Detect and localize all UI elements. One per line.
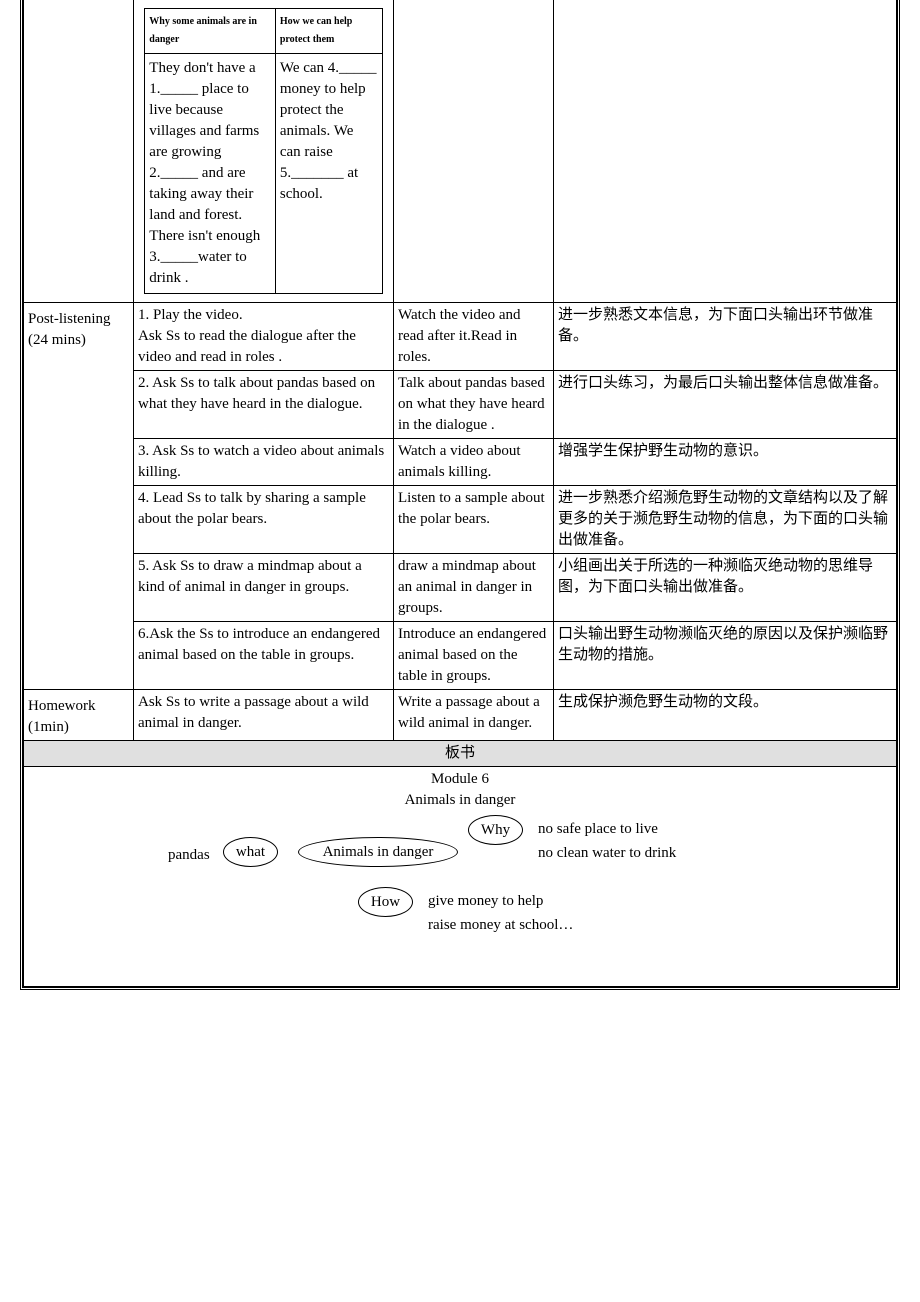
fill-in-table: Why some animals are in danger How we ca… bbox=[144, 8, 382, 294]
aim-cell: 进一步熟悉文本信息，为下面口头输出环节做准备。 bbox=[554, 303, 897, 371]
table-row: Post-listening (24 mins) 1. Play the vid… bbox=[24, 303, 897, 371]
aim-cell: 小组画出关于所选的一种濒临灭绝动物的思维导图，为下面口头输出做准备。 bbox=[554, 554, 897, 622]
label-why1: no safe place to live bbox=[538, 819, 658, 840]
stage-cell bbox=[24, 486, 134, 554]
stage-cell bbox=[24, 439, 134, 486]
aim-cell: 进一步熟悉介绍濒危野生动物的文章结构以及了解更多的关于濒危野生动物的信息，为下面… bbox=[554, 486, 897, 554]
stage-cell bbox=[24, 554, 134, 622]
inner-header-right: How we can help protect them bbox=[275, 9, 382, 54]
page-frame: Why some animals are in danger How we ca… bbox=[20, 0, 900, 990]
label-why2: no clean water to drink bbox=[538, 843, 676, 864]
banshu-title2: Animals in danger bbox=[28, 790, 892, 811]
inner-left-text: They don't have a 1._____ place to live … bbox=[145, 54, 276, 294]
table-row: 2. Ask Ss to talk about pandas based on … bbox=[24, 371, 897, 439]
table-row: Why some animals are in danger How we ca… bbox=[24, 0, 897, 303]
aim-cell bbox=[554, 0, 897, 303]
aim-cell: 增强学生保护野生动物的意识。 bbox=[554, 439, 897, 486]
aim-cell: 进行口头练习，为最后口头输出整体信息做准备。 bbox=[554, 371, 897, 439]
lesson-plan-table: Why some animals are in danger How we ca… bbox=[23, 0, 897, 987]
student-cell: Write a passage about a wild animal in d… bbox=[394, 690, 554, 741]
activity-cell: Why some animals are in danger How we ca… bbox=[134, 0, 394, 303]
activity-cell: 1. Play the video. Ask Ss to read the di… bbox=[134, 303, 394, 371]
label-how2: raise money at school… bbox=[428, 915, 573, 936]
aim-cell: 口头输出野生动物濒临灭绝的原因以及保护濒临野生动物的措施。 bbox=[554, 622, 897, 690]
banshu-header: 板书 bbox=[24, 741, 897, 767]
label-how1: give money to help bbox=[428, 891, 543, 912]
student-cell: Watch a video about animals killing. bbox=[394, 439, 554, 486]
student-cell: Introduce an endangered animal based on … bbox=[394, 622, 554, 690]
activity-cell: 3. Ask Ss to watch a video about animals… bbox=[134, 439, 394, 486]
stage-cell bbox=[24, 622, 134, 690]
node-how: How bbox=[358, 887, 413, 917]
stage-cell: Post-listening (24 mins) bbox=[24, 303, 134, 371]
activity-cell: 5. Ask Ss to draw a mindmap about a kind… bbox=[134, 554, 394, 622]
node-what: what bbox=[223, 837, 278, 867]
inner-header-left: Why some animals are in danger bbox=[145, 9, 276, 54]
activity-cell: 4. Lead Ss to talk by sharing a sample a… bbox=[134, 486, 394, 554]
aim-cell: 生成保护濒危野生动物的文段。 bbox=[554, 690, 897, 741]
activity-cell: 2. Ask Ss to talk about pandas based on … bbox=[134, 371, 394, 439]
inner-right-text: We can 4._____ money to help protect the… bbox=[275, 54, 382, 294]
activity-cell: Ask Ss to write a passage about a wild a… bbox=[134, 690, 394, 741]
stage-cell bbox=[24, 371, 134, 439]
banshu-content: Module 6 Animals in danger pandas what A… bbox=[24, 767, 897, 987]
table-row: 6.Ask the Ss to introduce an endangered … bbox=[24, 622, 897, 690]
student-cell: draw a mindmap about an animal in danger… bbox=[394, 554, 554, 622]
node-center: Animals in danger bbox=[298, 837, 458, 867]
banshu-title1: Module 6 bbox=[28, 769, 892, 790]
student-cell: Talk about pandas based on what they hav… bbox=[394, 371, 554, 439]
student-cell: Watch the video and read after it.Read i… bbox=[394, 303, 554, 371]
mindmap: pandas what Animals in danger Why no saf… bbox=[28, 815, 892, 955]
label-pandas: pandas bbox=[168, 845, 210, 866]
banshu-header-row: 板书 bbox=[24, 741, 897, 767]
stage-cell: Homework (1min) bbox=[24, 690, 134, 741]
student-cell: Listen to a sample about the polar bears… bbox=[394, 486, 554, 554]
table-row: 5. Ask Ss to draw a mindmap about a kind… bbox=[24, 554, 897, 622]
banshu-row: Module 6 Animals in danger pandas what A… bbox=[24, 767, 897, 987]
table-row: 4. Lead Ss to talk by sharing a sample a… bbox=[24, 486, 897, 554]
activity-cell: 6.Ask the Ss to introduce an endangered … bbox=[134, 622, 394, 690]
table-row: 3. Ask Ss to watch a video about animals… bbox=[24, 439, 897, 486]
table-row: Homework (1min) Ask Ss to write a passag… bbox=[24, 690, 897, 741]
stage-cell bbox=[24, 0, 134, 303]
node-why: Why bbox=[468, 815, 523, 845]
student-cell bbox=[394, 0, 554, 303]
